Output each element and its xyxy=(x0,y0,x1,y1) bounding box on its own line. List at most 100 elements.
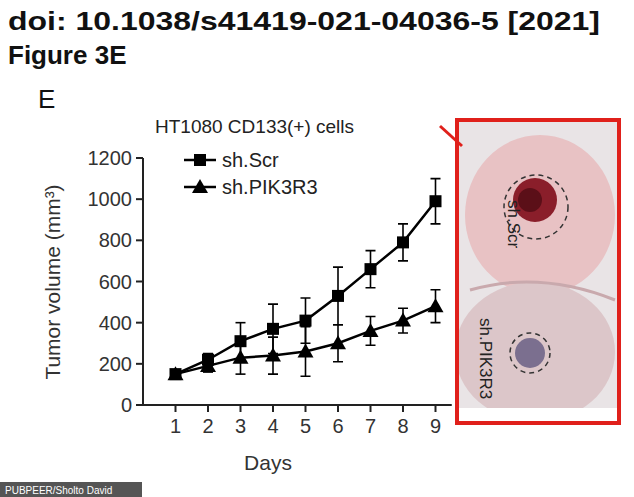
error-bar xyxy=(431,179,441,224)
marker xyxy=(200,358,216,372)
x-tick xyxy=(175,405,177,412)
x-tick xyxy=(240,405,242,412)
mouse-lower xyxy=(455,282,615,422)
x-tick xyxy=(305,405,307,412)
series xyxy=(168,290,444,380)
panel-label: E xyxy=(38,84,55,114)
error-cap xyxy=(301,375,311,377)
y-tick-label: 400 xyxy=(99,312,132,334)
page: {"header": {"doi": "doi: 10.1038/s41419-… xyxy=(0,0,634,497)
x-tick-label: 6 xyxy=(332,415,343,437)
error-cap xyxy=(431,178,441,180)
y-tick-label: 800 xyxy=(99,229,132,251)
credit: PUBPEER/Sholto David xyxy=(5,485,112,496)
series-line xyxy=(176,306,436,374)
error-cap xyxy=(301,326,311,328)
y-tick xyxy=(136,404,143,406)
error-bar xyxy=(333,267,343,325)
y-tick-label: 600 xyxy=(99,271,132,293)
error-cap xyxy=(236,373,246,375)
marker xyxy=(332,290,344,302)
series-line xyxy=(176,201,436,374)
legend-label: sh.PIK3R3 xyxy=(222,176,318,198)
photo-label: sh.PIK3R3 xyxy=(476,318,495,399)
figure: doi: 10.1038/s41419-021-04036-5 [2021] Fi… xyxy=(0,0,634,497)
error-cap xyxy=(333,324,343,326)
marker xyxy=(365,263,377,275)
y-tick xyxy=(136,198,143,200)
axes: 020040060080010001200123456789 xyxy=(88,147,452,437)
legend-label: sh.Scr xyxy=(222,149,279,171)
marker xyxy=(233,350,249,364)
y-tick xyxy=(136,157,143,159)
error-cap xyxy=(236,340,246,342)
x-tick-label: 2 xyxy=(202,415,213,437)
x-tick-label: 8 xyxy=(397,415,408,437)
marker xyxy=(363,323,379,337)
y-tick xyxy=(136,363,143,365)
x-tick xyxy=(272,405,274,412)
x-tick-label: 7 xyxy=(365,415,376,437)
x-tick xyxy=(402,405,404,412)
y-tick-label: 1000 xyxy=(88,188,133,210)
photo-strip xyxy=(457,408,619,423)
photo: sh.Scr sh.PIK3R3 xyxy=(455,120,619,423)
x-axis xyxy=(143,404,452,406)
y-tick-label: 0 xyxy=(121,394,132,416)
error-cap xyxy=(333,361,343,363)
legend: sh.Scr sh.PIK3R3 xyxy=(184,149,318,198)
legend-marker xyxy=(192,179,208,193)
error-cap xyxy=(333,324,343,326)
chart-title: HT1080 CD133(+) cells xyxy=(155,116,354,137)
error-bar xyxy=(366,251,376,288)
mouse-edge xyxy=(470,282,615,300)
error-cap xyxy=(236,322,246,324)
marker xyxy=(428,298,444,312)
error-cap xyxy=(398,307,408,309)
tumor-small xyxy=(515,338,545,368)
y-tick xyxy=(136,239,143,241)
marker xyxy=(395,313,411,327)
error-cap xyxy=(268,336,278,338)
background xyxy=(0,0,634,497)
error-cap xyxy=(268,303,278,305)
x-tick-label: 9 xyxy=(430,415,441,437)
error-cap xyxy=(366,287,376,289)
y-tick-label: 200 xyxy=(99,353,132,375)
x-tick-label: 1 xyxy=(170,415,181,437)
error-cap xyxy=(398,332,408,334)
error-cap xyxy=(268,373,278,375)
doi: doi: 10.1038/s41419-021-04036-5 [2021] xyxy=(8,6,600,36)
marker xyxy=(300,315,312,327)
photo-label: sh.Scr xyxy=(504,200,523,249)
marks xyxy=(168,179,444,381)
legend-marker xyxy=(194,154,206,166)
y-tick-label: 1200 xyxy=(88,147,133,169)
figure-label: Figure 3E xyxy=(8,40,126,70)
x-tick xyxy=(207,405,209,412)
error-cap xyxy=(398,260,408,262)
credit-bg xyxy=(0,482,142,497)
y-tick xyxy=(136,322,143,324)
x-tick-label: 5 xyxy=(300,415,311,437)
marker xyxy=(430,195,442,207)
error-cap xyxy=(366,345,376,347)
error-cap xyxy=(431,223,441,225)
error-bar xyxy=(398,224,408,261)
marker xyxy=(298,343,314,357)
marker xyxy=(330,335,346,349)
y-axis-label: Tumor volume (mm³) xyxy=(41,184,64,379)
x-tick xyxy=(435,405,437,412)
error-cap xyxy=(366,316,376,318)
series xyxy=(170,179,442,381)
mouse-upper xyxy=(465,135,615,295)
marker xyxy=(265,348,281,362)
x-axis-label: Days xyxy=(244,451,292,474)
x-tick-label: 3 xyxy=(235,415,246,437)
marker xyxy=(267,323,279,335)
marker xyxy=(168,366,184,380)
error-cap xyxy=(431,289,441,291)
y-tick xyxy=(136,281,143,283)
error-cap xyxy=(366,250,376,252)
highlight-box xyxy=(457,120,619,423)
